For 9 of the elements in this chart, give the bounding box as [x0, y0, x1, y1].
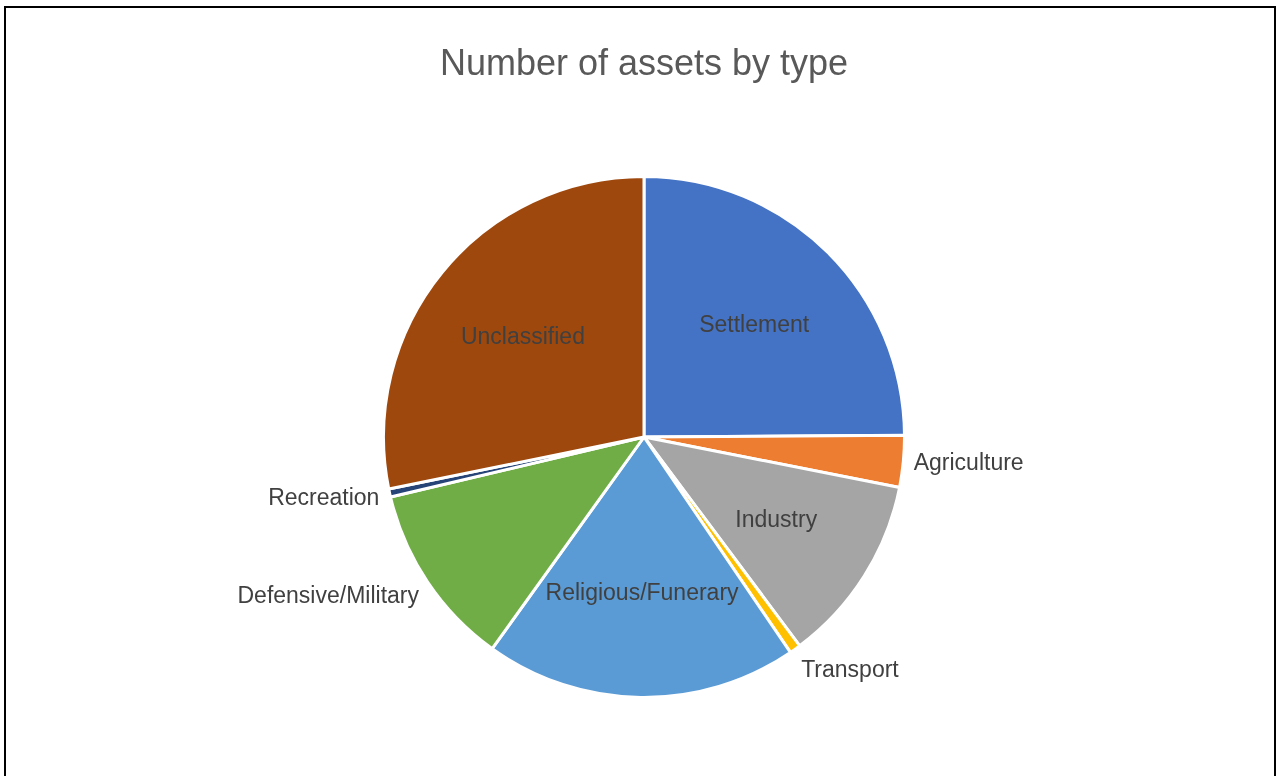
- slice-label: Agriculture: [913, 449, 1024, 476]
- slice-label: Unclassified: [460, 323, 585, 350]
- slice-label: Transport: [801, 655, 900, 682]
- slice-label: Industry: [735, 505, 818, 532]
- slice-label: Settlement: [699, 311, 810, 338]
- slice-label: Defensive/Military: [237, 581, 420, 608]
- chart-title: Number of assets by type: [439, 41, 849, 83]
- slice-label: Religious/Funerary: [545, 578, 740, 605]
- slice-label: Recreation: [268, 483, 380, 510]
